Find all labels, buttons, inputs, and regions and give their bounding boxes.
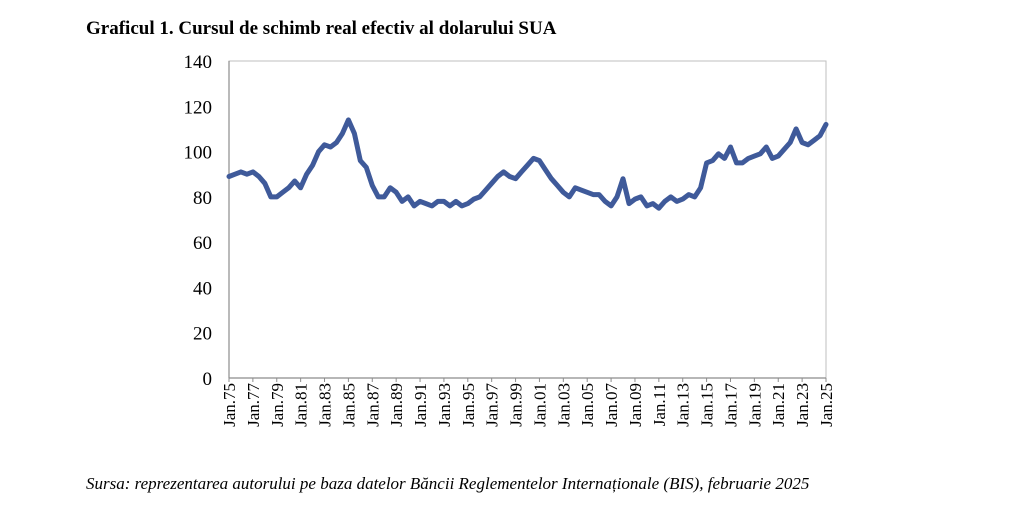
x-tick-label: Jan.91	[411, 383, 430, 427]
x-tick-label: Jan.89	[387, 383, 406, 427]
x-tick-label: Jan.97	[483, 383, 502, 427]
x-tick-label: Jan.81	[292, 383, 311, 427]
source-note: Sursa: reprezentarea autorului pe baza d…	[86, 474, 810, 493]
x-tick-label: Jan.79	[268, 383, 287, 427]
x-tick-label: Jan.07	[602, 383, 621, 427]
x-tick-label: Jan.05	[578, 383, 597, 427]
x-tick-label: Jan.19	[745, 383, 764, 427]
x-tick-label: Jan.13	[674, 383, 693, 427]
x-tick-label: Jan.11	[650, 383, 669, 426]
y-tick-label: 80	[193, 188, 212, 209]
series-line	[226, 117, 829, 211]
x-tick-label: Jan.23	[793, 383, 812, 427]
x-tick-label: Jan.85	[339, 383, 358, 427]
y-tick-label: 40	[193, 278, 212, 299]
x-tick-label: Jan.25	[817, 383, 836, 427]
x-tick-label: Jan.21	[769, 383, 788, 427]
x-tick-label: Jan.93	[435, 383, 454, 427]
x-tick-label: Jan.87	[363, 383, 382, 427]
y-tick-label: 100	[184, 143, 213, 164]
x-tick-label: Jan.03	[554, 383, 573, 427]
y-tick-label: 140	[184, 52, 213, 73]
plot-frame	[228, 60, 827, 379]
x-tick-label: Jan.15	[698, 383, 717, 427]
x-tick-label: Jan.01	[530, 383, 549, 427]
x-tick-label: Jan.95	[459, 383, 478, 427]
chart-title: Graficul 1. Cursul de schimb real efecti…	[86, 18, 557, 39]
y-tick-label: 60	[193, 233, 212, 254]
x-tick-label: Jan.17	[721, 383, 740, 427]
y-tick-label: 20	[193, 324, 212, 345]
y-tick-label: 120	[184, 97, 213, 118]
x-tick-label: Jan.75	[220, 383, 239, 427]
x-tick-label: Jan.77	[244, 383, 263, 427]
y-tick-label: 0	[203, 369, 213, 390]
x-tick-label: Jan.09	[626, 383, 645, 427]
x-tick-label: Jan.83	[316, 383, 335, 427]
x-tick-label: Jan.99	[507, 383, 526, 427]
